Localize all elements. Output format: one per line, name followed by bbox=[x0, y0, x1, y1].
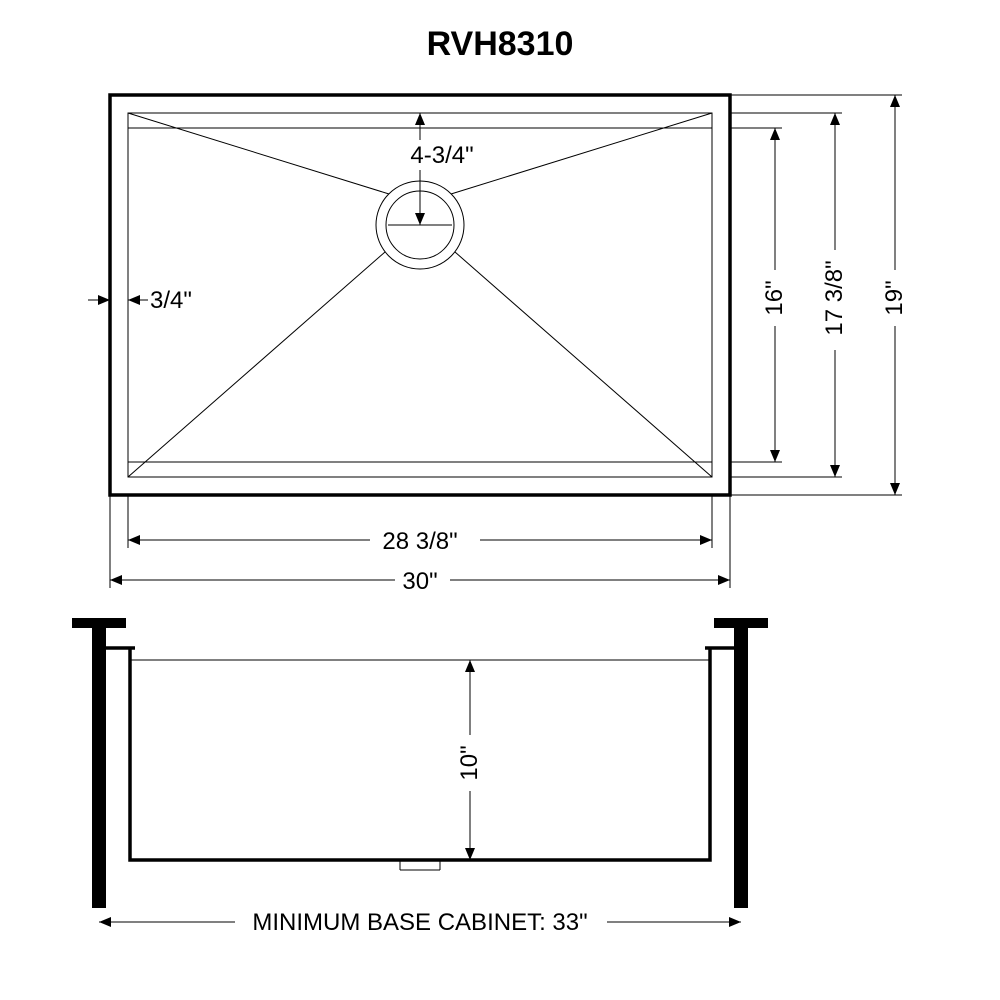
dim-rim: 3/4" bbox=[88, 287, 192, 314]
dim-drain-offset-label: 4-3/4" bbox=[410, 142, 473, 169]
spec-drawing: RVH8310 4-3/4" 3/4" 16" 17 3/8" 19" bbox=[0, 0, 1000, 1000]
dim-widths: 28 3/8" 30" bbox=[110, 495, 730, 595]
dim-16-label: 16" bbox=[761, 280, 788, 315]
side-view bbox=[72, 618, 768, 908]
dim-cabinet-label: MINIMUM BASE CABINET: 33" bbox=[252, 909, 587, 936]
dim-drain-offset: 4-3/4" bbox=[388, 113, 498, 225]
dim-10-label: 10" bbox=[456, 745, 483, 780]
dim-cabinet: MINIMUM BASE CABINET: 33" bbox=[99, 905, 741, 937]
model-title: RVH8310 bbox=[427, 25, 574, 63]
dim-rim-label: 3/4" bbox=[150, 287, 192, 314]
dim-30-label: 30" bbox=[402, 568, 437, 595]
dim-depth: 10" bbox=[455, 660, 485, 860]
dim-28-label: 28 3/8" bbox=[382, 528, 457, 555]
dim-17-label: 17 3/8" bbox=[821, 260, 848, 335]
dim-heights: 16" 17 3/8" 19" bbox=[730, 95, 910, 495]
dim-19-label: 19" bbox=[881, 280, 908, 315]
